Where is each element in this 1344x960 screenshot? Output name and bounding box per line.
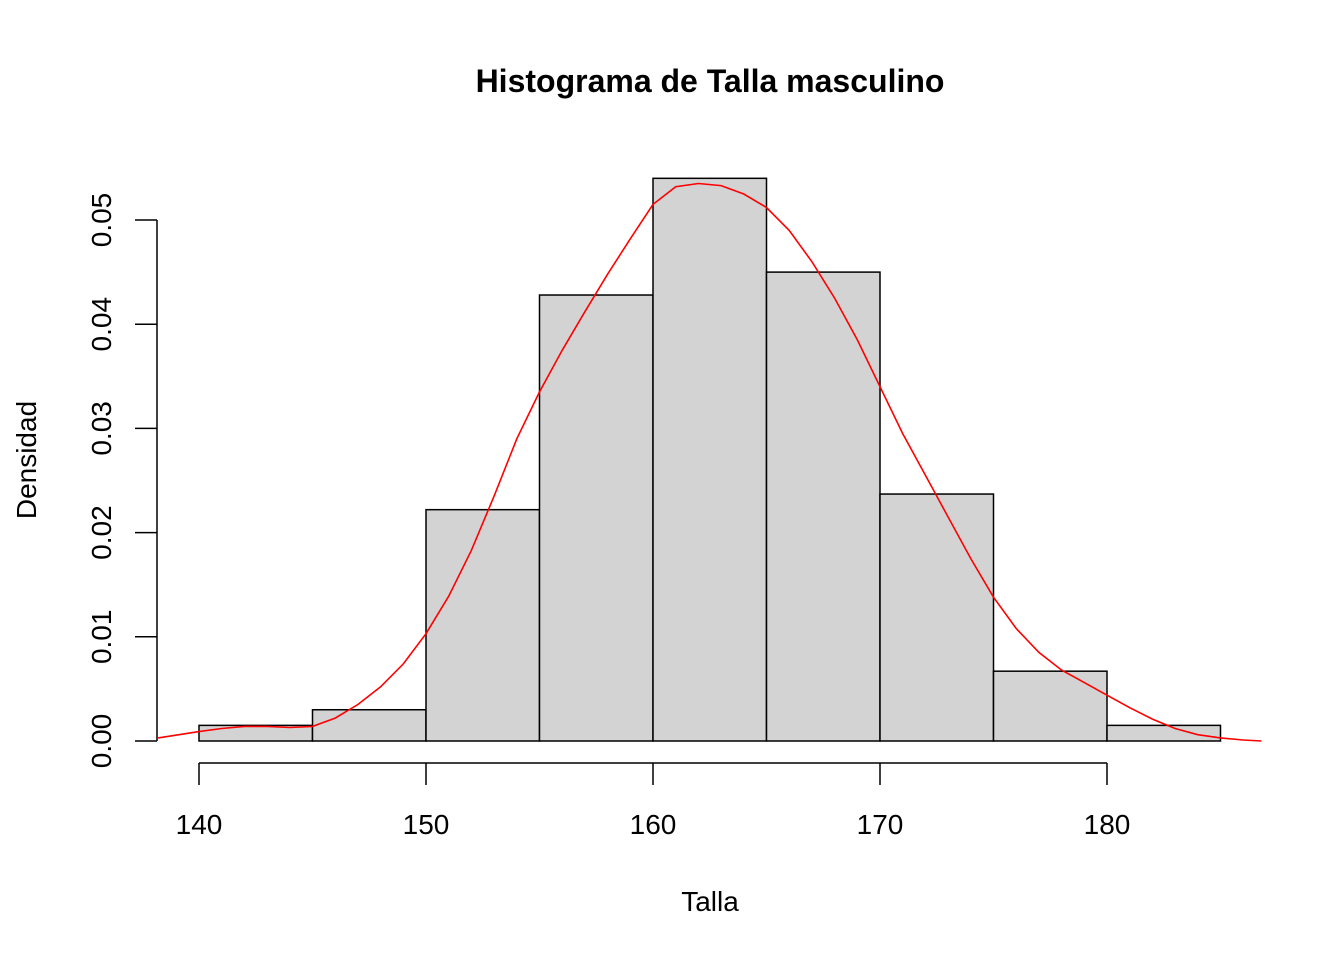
- x-axis: 140 150 160 170 180: [176, 762, 1131, 840]
- y-tick-label: 0.00: [86, 714, 117, 769]
- histogram-bar: [765, 271, 881, 742]
- y-tick-label: 0.01: [86, 610, 117, 665]
- histogram-bar: [425, 508, 541, 742]
- x-tick-label: 160: [630, 809, 677, 840]
- density-curve: [157, 182, 1262, 742]
- y-axis: 0.00 0.01 0.02 0.03 0.04 0.05: [86, 193, 158, 769]
- x-tick-label: 150: [403, 809, 450, 840]
- histogram-bar: [1106, 724, 1222, 742]
- histogram-bar: [652, 177, 768, 742]
- histogram-bar: [311, 708, 427, 742]
- y-tick-label: 0.03: [86, 401, 117, 456]
- x-tick-label: 170: [857, 809, 904, 840]
- histogram-bar: [538, 294, 654, 742]
- x-axis-label: Talla: [681, 886, 739, 917]
- chart-title: Histograma de Talla masculino: [476, 63, 945, 99]
- bars-group: [198, 177, 1222, 742]
- y-tick-label: 0.04: [86, 297, 117, 352]
- x-tick-label: 180: [1084, 809, 1131, 840]
- histogram-bar: [992, 670, 1108, 742]
- density-curve-group: [157, 182, 1262, 742]
- y-tick-label: 0.05: [86, 193, 117, 248]
- x-tick-label: 140: [176, 809, 223, 840]
- y-tick-label: 0.02: [86, 505, 117, 560]
- histogram-bar: [879, 493, 995, 742]
- y-axis-label: Densidad: [11, 401, 42, 519]
